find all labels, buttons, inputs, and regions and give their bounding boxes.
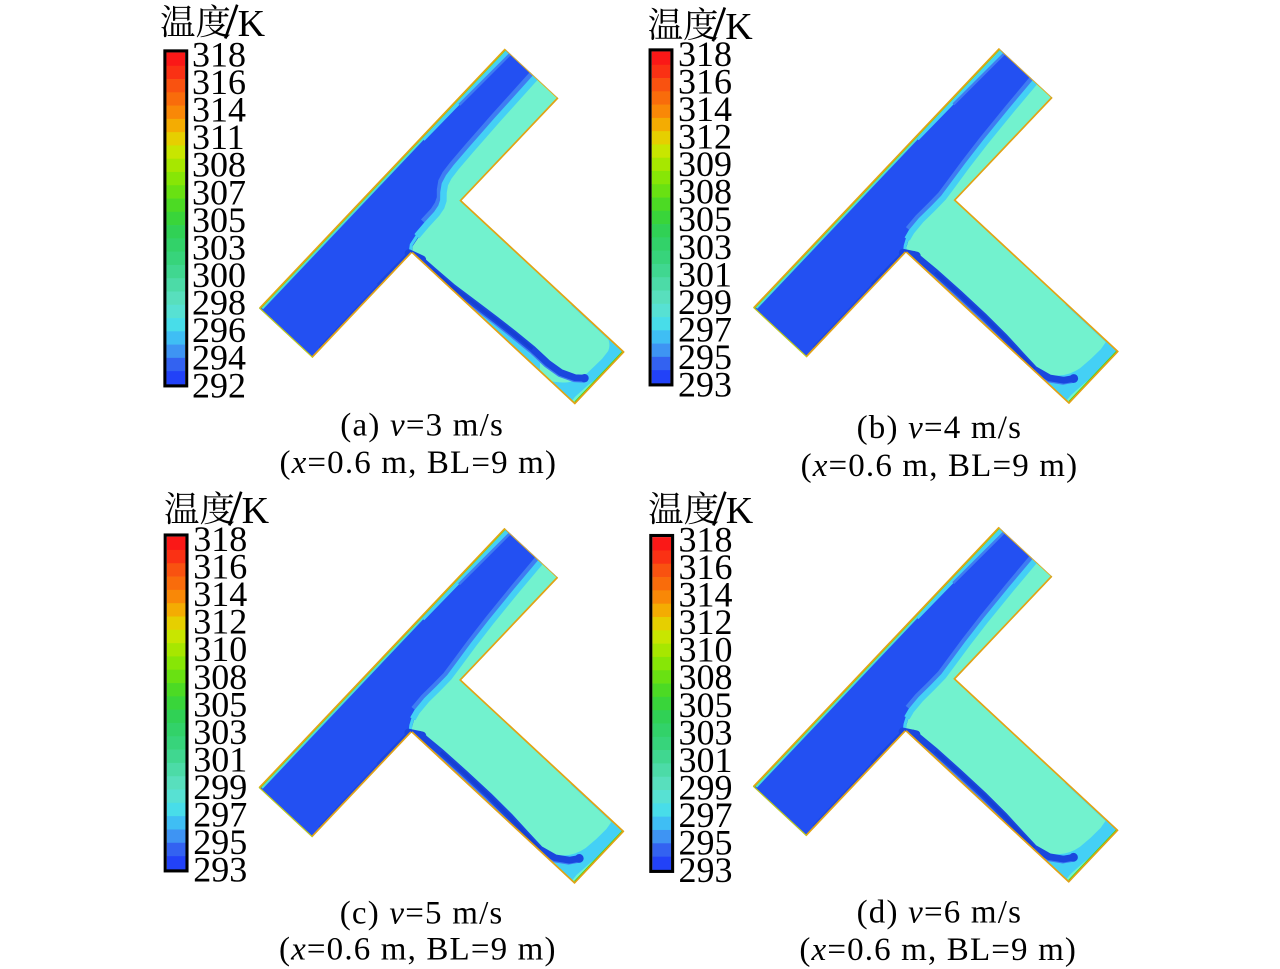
svg-text:303: 303 xyxy=(678,227,732,267)
svg-text:299: 299 xyxy=(193,767,247,807)
svg-text:316: 316 xyxy=(192,62,246,102)
svg-text:299: 299 xyxy=(678,282,732,322)
svg-text:316: 316 xyxy=(193,547,247,587)
svg-text:305: 305 xyxy=(193,684,247,724)
svg-text:305: 305 xyxy=(192,200,246,240)
svg-text:314: 314 xyxy=(192,90,246,130)
svg-text:K: K xyxy=(726,490,754,532)
svg-text:(a) v=3 m/s: (a) v=3 m/s xyxy=(340,407,504,443)
svg-text:311: 311 xyxy=(192,117,245,157)
svg-text:301: 301 xyxy=(193,739,247,779)
svg-text:305: 305 xyxy=(678,199,732,239)
svg-text:(x=0.6 m, BL=9 m): (x=0.6 m, BL=9 m) xyxy=(799,932,1077,968)
svg-text:293: 293 xyxy=(193,850,247,890)
svg-text:297: 297 xyxy=(678,310,732,350)
svg-text:301: 301 xyxy=(679,740,733,780)
svg-text:303: 303 xyxy=(679,712,733,752)
svg-text:318: 318 xyxy=(193,519,247,559)
svg-text:(c) v=5 m/s: (c) v=5 m/s xyxy=(340,895,504,931)
svg-text:300: 300 xyxy=(192,255,246,295)
svg-text:309: 309 xyxy=(678,144,732,184)
svg-text:301: 301 xyxy=(678,254,732,294)
svg-text:297: 297 xyxy=(193,795,247,835)
svg-text:(x=0.6 m, BL=9 m): (x=0.6 m, BL=9 m) xyxy=(801,448,1079,484)
svg-text:308: 308 xyxy=(678,172,732,212)
svg-text:294: 294 xyxy=(192,338,246,378)
svg-text:314: 314 xyxy=(679,575,733,615)
svg-text:297: 297 xyxy=(679,795,733,835)
svg-text:(x=0.6 m, BL=9 m): (x=0.6 m, BL=9 m) xyxy=(279,445,557,481)
svg-text:K: K xyxy=(242,490,270,532)
svg-text:308: 308 xyxy=(679,657,733,697)
svg-text:(b) v=4 m/s: (b) v=4 m/s xyxy=(857,410,1023,446)
svg-text:303: 303 xyxy=(192,227,246,267)
svg-text:314: 314 xyxy=(678,89,732,129)
svg-text:310: 310 xyxy=(193,629,247,669)
svg-text:316: 316 xyxy=(679,547,733,587)
svg-text:312: 312 xyxy=(193,602,247,642)
svg-text:298: 298 xyxy=(192,283,246,323)
svg-text:293: 293 xyxy=(678,365,732,405)
svg-text:308: 308 xyxy=(192,145,246,185)
svg-text:305: 305 xyxy=(679,685,733,725)
svg-text:312: 312 xyxy=(678,117,732,157)
svg-text:307: 307 xyxy=(192,172,246,212)
svg-text:295: 295 xyxy=(193,822,247,862)
svg-text:318: 318 xyxy=(679,520,733,560)
svg-text:318: 318 xyxy=(678,34,732,74)
svg-text:(x=0.6 m, BL=9 m): (x=0.6 m, BL=9 m) xyxy=(279,932,557,968)
svg-text:303: 303 xyxy=(193,712,247,752)
svg-text:296: 296 xyxy=(192,310,246,350)
svg-text:308: 308 xyxy=(193,657,247,697)
svg-text:295: 295 xyxy=(678,337,732,377)
svg-text:K: K xyxy=(725,6,753,48)
svg-text:318: 318 xyxy=(192,34,246,74)
svg-text:312: 312 xyxy=(679,602,733,642)
svg-text:K: K xyxy=(238,3,266,45)
svg-text:310: 310 xyxy=(679,630,733,670)
svg-text:316: 316 xyxy=(678,61,732,101)
svg-text:295: 295 xyxy=(679,823,733,863)
svg-text:292: 292 xyxy=(192,365,246,405)
svg-text:(d) v=6 m/s: (d) v=6 m/s xyxy=(857,895,1023,931)
svg-text:293: 293 xyxy=(679,850,733,890)
svg-text:314: 314 xyxy=(193,574,247,614)
svg-text:299: 299 xyxy=(679,767,733,807)
